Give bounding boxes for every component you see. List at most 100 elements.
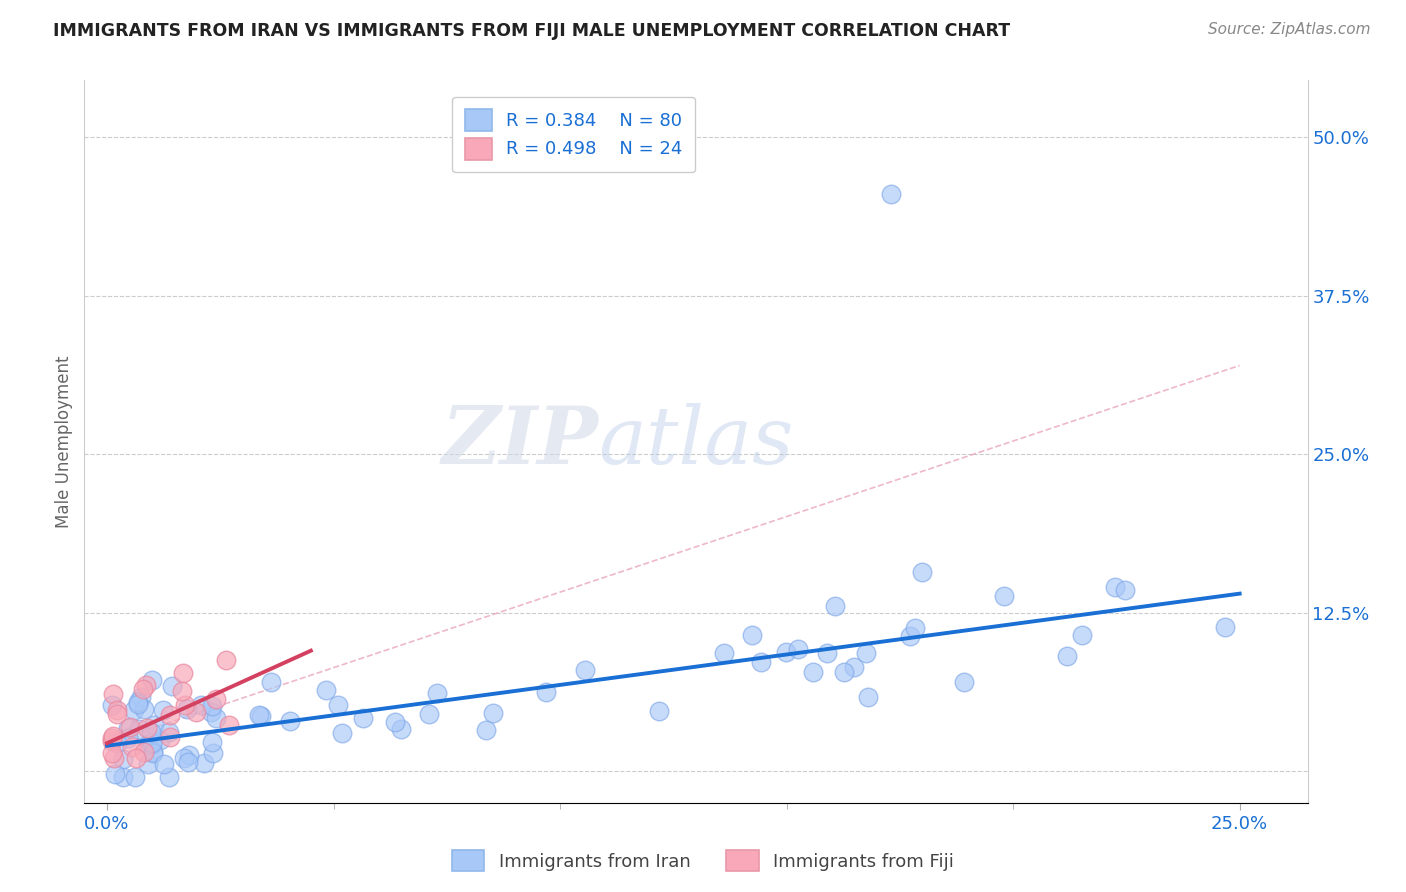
Point: [127, 695, 149, 709]
Point: [713, 647, 735, 661]
Point: [141, 736, 163, 750]
Point: [389, 722, 412, 736]
Point: [104, 767, 127, 781]
Point: [124, 771, 146, 785]
Point: [101, 729, 124, 743]
Point: [1071, 628, 1094, 642]
Point: [215, 653, 238, 667]
Point: [159, 731, 181, 745]
Point: [775, 645, 797, 659]
Text: atlas: atlas: [598, 403, 793, 480]
Point: [202, 747, 225, 761]
Point: [534, 685, 557, 699]
Point: [330, 725, 353, 739]
Point: [103, 687, 125, 701]
Point: [1213, 620, 1236, 634]
Point: [898, 629, 921, 643]
Point: [250, 709, 273, 723]
Point: [149, 733, 172, 747]
Point: [100, 734, 122, 748]
Point: [176, 702, 198, 716]
Point: [749, 655, 772, 669]
Point: [201, 735, 224, 749]
Point: [741, 628, 763, 642]
Legend: R = 0.384    N = 80, R = 0.498    N = 24: R = 0.384 N = 80, R = 0.498 N = 24: [453, 96, 695, 172]
Point: [100, 731, 122, 745]
Point: [142, 746, 165, 760]
Point: [111, 752, 134, 766]
Point: [139, 725, 162, 739]
Point: [173, 751, 195, 765]
Point: [260, 675, 283, 690]
Text: IMMIGRANTS FROM IRAN VS IMMIGRANTS FROM FIJI MALE UNEMPLOYMENT CORRELATION CHART: IMMIGRANTS FROM IRAN VS IMMIGRANTS FROM …: [53, 22, 1011, 40]
Point: [177, 755, 200, 769]
Point: [184, 705, 207, 719]
Point: [481, 706, 503, 720]
Point: [315, 683, 337, 698]
Point: [107, 706, 129, 721]
Point: [384, 714, 406, 729]
Point: [132, 702, 155, 716]
Point: [842, 660, 865, 674]
Point: [786, 641, 808, 656]
Point: [157, 771, 180, 785]
Point: [129, 690, 152, 704]
Point: [152, 703, 174, 717]
Point: [880, 187, 903, 202]
Point: [157, 725, 180, 739]
Point: [815, 646, 838, 660]
Point: [124, 703, 146, 717]
Point: [824, 599, 846, 613]
Point: [647, 704, 669, 718]
Point: [278, 714, 301, 728]
Point: [1104, 580, 1126, 594]
Point: [247, 707, 270, 722]
Point: [177, 747, 200, 762]
Point: [904, 621, 927, 635]
Point: [425, 685, 447, 699]
Point: [855, 646, 877, 660]
Point: [143, 718, 166, 732]
Point: [112, 771, 135, 785]
Point: [911, 566, 934, 580]
Point: [170, 683, 193, 698]
Point: [100, 746, 122, 760]
Point: [135, 678, 157, 692]
Point: [105, 703, 128, 717]
Point: [174, 698, 197, 713]
Point: [803, 665, 825, 679]
Point: [138, 756, 160, 771]
Point: [136, 738, 159, 752]
Point: [134, 745, 156, 759]
Point: [352, 711, 374, 725]
Point: [121, 740, 143, 755]
Point: [832, 665, 855, 679]
Text: Source: ZipAtlas.com: Source: ZipAtlas.com: [1208, 22, 1371, 37]
Point: [105, 736, 128, 750]
Point: [159, 708, 181, 723]
Point: [132, 681, 155, 696]
Legend: Immigrants from Iran, Immigrants from Fiji: Immigrants from Iran, Immigrants from Fi…: [444, 843, 962, 879]
Point: [127, 698, 149, 712]
Point: [141, 673, 163, 687]
Point: [142, 746, 165, 760]
Point: [117, 722, 139, 736]
Point: [205, 692, 228, 706]
Point: [153, 757, 176, 772]
Point: [953, 675, 976, 690]
Point: [418, 707, 440, 722]
Point: [1114, 583, 1136, 598]
Y-axis label: Male Unemployment: Male Unemployment: [55, 355, 73, 528]
Point: [135, 721, 157, 735]
Point: [103, 751, 125, 765]
Point: [218, 718, 240, 732]
Point: [993, 589, 1015, 603]
Point: [141, 738, 163, 752]
Point: [172, 666, 194, 681]
Text: ZIP: ZIP: [441, 403, 598, 480]
Point: [117, 731, 139, 746]
Point: [574, 663, 596, 677]
Point: [124, 751, 146, 765]
Point: [101, 698, 124, 712]
Point: [190, 698, 212, 712]
